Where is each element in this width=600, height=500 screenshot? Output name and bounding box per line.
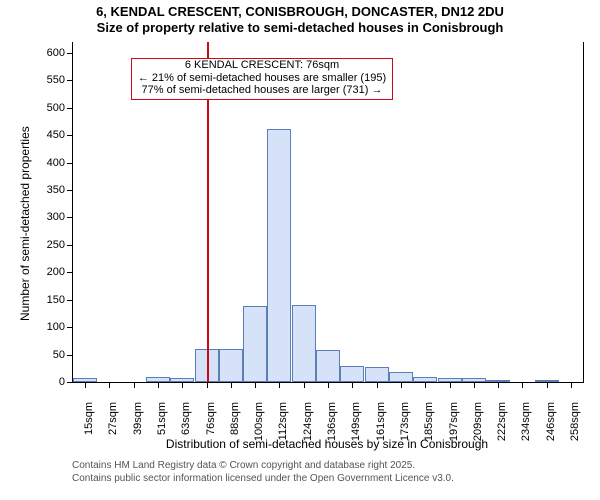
- xtick-label: 88sqm: [229, 394, 241, 435]
- xtick-label: 222sqm: [496, 394, 508, 441]
- plot-area: 05010015020025030035040045050055060015sq…: [72, 42, 584, 383]
- xtick-mark: [474, 382, 475, 388]
- chart-container: Number of semi-detached properties 05010…: [0, 0, 600, 500]
- xtick-label: 100sqm: [253, 394, 265, 441]
- histogram-bar: [243, 306, 267, 382]
- footer-line-1: Contains HM Land Registry data © Crown c…: [72, 460, 454, 473]
- ytick-label: 150: [47, 294, 73, 306]
- xtick-mark: [255, 382, 256, 388]
- xtick-mark: [328, 382, 329, 388]
- xtick-mark: [547, 382, 548, 388]
- histogram-bar: [389, 372, 413, 382]
- xtick-mark: [207, 382, 208, 388]
- xtick-label: 76sqm: [205, 394, 217, 435]
- xtick-mark: [158, 382, 159, 388]
- xtick-mark: [401, 382, 402, 388]
- ytick-label: 200: [47, 266, 73, 278]
- xtick-mark: [450, 382, 451, 388]
- xtick-label: 173sqm: [399, 394, 411, 441]
- ytick-label: 50: [53, 349, 73, 361]
- y-axis-label: Number of semi-detached properties: [18, 126, 32, 321]
- ytick-label: 550: [47, 74, 73, 86]
- xtick-mark: [182, 382, 183, 388]
- xtick-label: 112sqm: [277, 394, 289, 440]
- ytick-label: 450: [47, 129, 73, 141]
- xtick-label: 185sqm: [423, 394, 435, 441]
- xtick-label: 51sqm: [156, 394, 168, 435]
- xtick-label: 124sqm: [302, 394, 314, 441]
- histogram-bar: [292, 305, 316, 382]
- xtick-mark: [498, 382, 499, 388]
- footer-line-2: Contains public sector information licen…: [72, 473, 454, 486]
- xtick-mark: [304, 382, 305, 388]
- annotation-line: 77% of semi-detached houses are larger (…: [132, 84, 392, 97]
- xtick-mark: [571, 382, 572, 388]
- ytick-label: 500: [47, 102, 73, 114]
- annotation-callout: 6 KENDAL CRESCENT: 76sqm← 21% of semi-de…: [131, 58, 393, 100]
- xtick-label: 258sqm: [569, 394, 581, 441]
- annotation-line: ← 21% of semi-detached houses are smalle…: [132, 72, 392, 85]
- xtick-label: 27sqm: [107, 394, 119, 435]
- xtick-label: 149sqm: [350, 394, 362, 441]
- xtick-mark: [522, 382, 523, 388]
- xtick-mark: [85, 382, 86, 388]
- histogram-bar: [219, 349, 243, 382]
- ytick-label: 300: [47, 211, 73, 223]
- xtick-label: 246sqm: [545, 394, 557, 441]
- xtick-label: 161sqm: [375, 394, 387, 441]
- histogram-bar: [365, 367, 389, 382]
- xtick-mark: [109, 382, 110, 388]
- xtick-label: 209sqm: [472, 394, 484, 441]
- ytick-label: 250: [47, 239, 73, 251]
- ytick-label: 350: [47, 184, 73, 196]
- xtick-label: 39sqm: [132, 394, 144, 435]
- annotation-line: 6 KENDAL CRESCENT: 76sqm: [132, 59, 392, 72]
- histogram-bar: [340, 366, 364, 382]
- xtick-mark: [425, 382, 426, 388]
- xtick-mark: [134, 382, 135, 388]
- xtick-mark: [279, 382, 280, 388]
- xtick-label: 197sqm: [448, 394, 460, 441]
- histogram-bar: [267, 129, 291, 382]
- footer-attribution: Contains HM Land Registry data © Crown c…: [72, 460, 454, 485]
- xtick-label: 63sqm: [180, 394, 192, 435]
- xtick-label: 15sqm: [83, 394, 95, 435]
- ytick-label: 600: [47, 47, 73, 59]
- ytick-label: 0: [59, 376, 73, 388]
- xtick-mark: [231, 382, 232, 388]
- ytick-label: 400: [47, 157, 73, 169]
- xtick-mark: [352, 382, 353, 388]
- ytick-label: 100: [47, 321, 73, 333]
- xtick-label: 136sqm: [326, 394, 338, 441]
- xtick-mark: [377, 382, 378, 388]
- histogram-bar: [316, 350, 340, 382]
- x-axis-label: Distribution of semi-detached houses by …: [72, 437, 582, 451]
- xtick-label: 234sqm: [520, 394, 532, 441]
